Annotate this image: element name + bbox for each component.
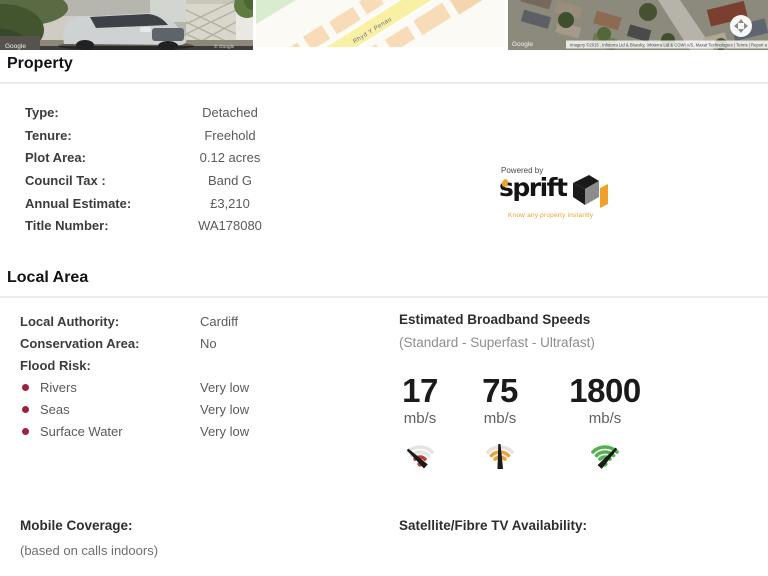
satellite-image: Imagery ©2015 , Infoterra Ltd & Bluesky,… bbox=[508, 0, 768, 50]
speed-value: 17 bbox=[402, 372, 438, 409]
divider bbox=[0, 82, 768, 84]
flood-risk-item: Seas Very low bbox=[20, 398, 390, 420]
sprift-wordmark: sprift bbox=[499, 173, 568, 202]
speed-value: 1800 bbox=[569, 372, 641, 409]
speed-unit: mb/s bbox=[588, 410, 622, 427]
row-value: Very low bbox=[200, 401, 250, 417]
local-area-details: Local Authority: Cardiff Conservation Ar… bbox=[20, 310, 390, 442]
property-details: Type: Detached Tenure: Freehold Plot Are… bbox=[25, 101, 300, 237]
google-watermark: Google bbox=[5, 43, 26, 50]
bullet-icon bbox=[22, 405, 29, 413]
row-label: Tenure: bbox=[25, 127, 72, 143]
row-value: Band G bbox=[207, 172, 253, 188]
broadband-title: Estimated Broadband Speeds bbox=[399, 312, 591, 327]
row-value: 0.12 acres bbox=[199, 150, 261, 166]
row-label: Surface Water bbox=[40, 423, 123, 439]
broadband-section: Estimated Broadband Speeds (Standard - S… bbox=[399, 312, 595, 350]
row-value: No bbox=[200, 335, 217, 351]
section-title-local-area: Local Area bbox=[7, 269, 89, 286]
map-image: Rhyd Y Penau bbox=[256, 0, 505, 47]
table-row: Conservation Area: No bbox=[20, 332, 390, 354]
media-strip: Google © Google bbox=[0, 0, 768, 50]
table-row: Type: Detached bbox=[25, 101, 300, 124]
compass-control[interactable] bbox=[730, 15, 752, 37]
mobile-coverage-title: Mobile Coverage: bbox=[20, 518, 133, 533]
broadband-tier-standard: 17 mb/s bbox=[380, 374, 460, 471]
sprift-logo: Powered by sprift Know any property inst… bbox=[494, 166, 620, 220]
table-row: Title Number: WA178080 bbox=[25, 214, 300, 237]
mobile-coverage-note: (based on calls indoors) bbox=[20, 543, 159, 558]
table-row: Plot Area: 0.12 acres bbox=[25, 146, 300, 169]
row-label: Plot Area: bbox=[25, 150, 86, 166]
mobile-coverage-section: Mobile Coverage: (based on calls indoors… bbox=[20, 518, 158, 558]
speed-gauge-icon-ultrafast bbox=[591, 445, 619, 469]
row-label: Seas bbox=[40, 401, 70, 417]
map-attribution: Imagery ©2015 , Infoterra Ltd & Bluesky,… bbox=[570, 43, 768, 48]
google-watermark: Google bbox=[512, 41, 533, 48]
sprift-cube-icon bbox=[572, 175, 608, 208]
bullet-icon bbox=[22, 383, 29, 391]
speed-gauge-icon-standard bbox=[406, 445, 434, 469]
broadband-tier-superfast: 75 mb/s bbox=[460, 374, 540, 471]
bullet-icon bbox=[22, 427, 29, 435]
row-label: Local Authority: bbox=[20, 313, 120, 329]
row-value: Very low bbox=[200, 423, 250, 439]
street-view-thumbnail[interactable]: Google © Google bbox=[0, 0, 253, 50]
flood-risk-item: Rivers Very low bbox=[20, 376, 390, 398]
row-value: Very low bbox=[200, 379, 250, 395]
street-view-image: Google © Google bbox=[0, 0, 253, 50]
broadband-subtitle: (Standard - Superfast - Ultrafast) bbox=[399, 335, 595, 350]
row-value: Freehold bbox=[204, 127, 256, 143]
speed-unit: mb/s bbox=[483, 410, 517, 427]
tv-availability-section: Satellite/Fibre TV Availability: bbox=[399, 518, 587, 533]
section-title-property: Property bbox=[7, 55, 73, 72]
row-label: Type: bbox=[25, 104, 59, 120]
row-label: Conservation Area: bbox=[20, 335, 140, 351]
map-thumbnail[interactable]: Rhyd Y Penau bbox=[256, 0, 505, 47]
row-value: WA178080 bbox=[198, 218, 262, 234]
speed-value: 75 bbox=[482, 372, 518, 409]
flood-risk-item: Surface Water Very low bbox=[20, 420, 390, 442]
row-label: Annual Estimate: bbox=[25, 195, 132, 211]
tv-availability-title: Satellite/Fibre TV Availability: bbox=[399, 518, 588, 533]
flood-risk-header: Flood Risk: bbox=[20, 354, 390, 376]
row-label: Flood Risk: bbox=[20, 357, 91, 373]
speed-gauge-icon-superfast bbox=[486, 443, 514, 470]
row-label: Rivers bbox=[40, 379, 77, 395]
table-row: Annual Estimate: £3,210 bbox=[25, 192, 300, 215]
broadband-tier-ultrafast: 1800 mb/s bbox=[558, 374, 652, 471]
row-value: £3,210 bbox=[210, 195, 250, 211]
google-copyright: © Google bbox=[214, 43, 235, 50]
table-row: Tenure: Freehold bbox=[25, 124, 300, 147]
satellite-thumbnail[interactable]: Imagery ©2015 , Infoterra Ltd & Bluesky,… bbox=[508, 0, 768, 50]
sprift-tagline: Know any property instantly bbox=[508, 212, 594, 219]
divider bbox=[0, 296, 768, 298]
powered-by-label: Powered by bbox=[501, 166, 544, 175]
row-label: Council Tax : bbox=[25, 172, 106, 188]
speed-unit: mb/s bbox=[403, 410, 437, 427]
table-row: Council Tax : Band G bbox=[25, 169, 300, 192]
row-value: Detached bbox=[202, 104, 258, 120]
row-label: Title Number: bbox=[25, 218, 109, 234]
table-row: Local Authority: Cardiff bbox=[20, 310, 390, 332]
row-value: Cardiff bbox=[200, 313, 239, 329]
